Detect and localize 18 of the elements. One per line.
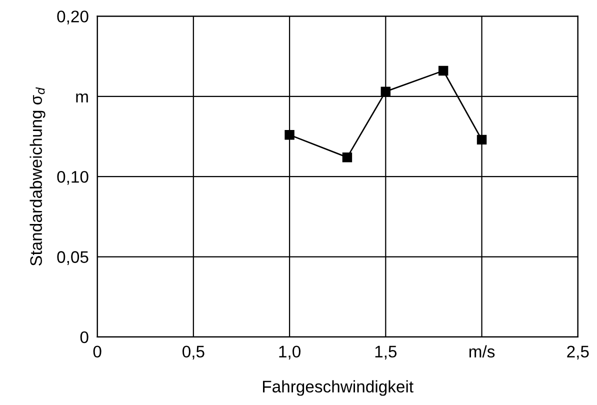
y-tick-label: m bbox=[76, 93, 88, 102]
point bbox=[380, 86, 391, 96]
point bbox=[284, 130, 294, 140]
x-tick-label: 0 bbox=[93, 346, 102, 358]
y-tick-label: 0,05 bbox=[57, 251, 88, 265]
x-tick-label: 1,5 bbox=[375, 346, 397, 360]
point bbox=[438, 66, 448, 76]
x-tick-label: 1,0 bbox=[279, 346, 300, 360]
y-axis-title: Standardabweichung σ$_{d}$ bbox=[30, 87, 46, 266]
x-axis-title: Fahrgeschwindigkeit bbox=[263, 380, 414, 396]
x-tick-label: m/s bbox=[469, 345, 495, 358]
point bbox=[476, 134, 487, 145]
x-tick-label: 0,5 bbox=[182, 346, 204, 360]
point bbox=[342, 152, 352, 162]
y-tick-label: 0,20 bbox=[57, 10, 88, 24]
x-tick-label: 2,5 bbox=[567, 346, 589, 360]
y-tick-label: 0,10 bbox=[57, 170, 88, 185]
y-tick-label: 0 bbox=[80, 331, 88, 344]
